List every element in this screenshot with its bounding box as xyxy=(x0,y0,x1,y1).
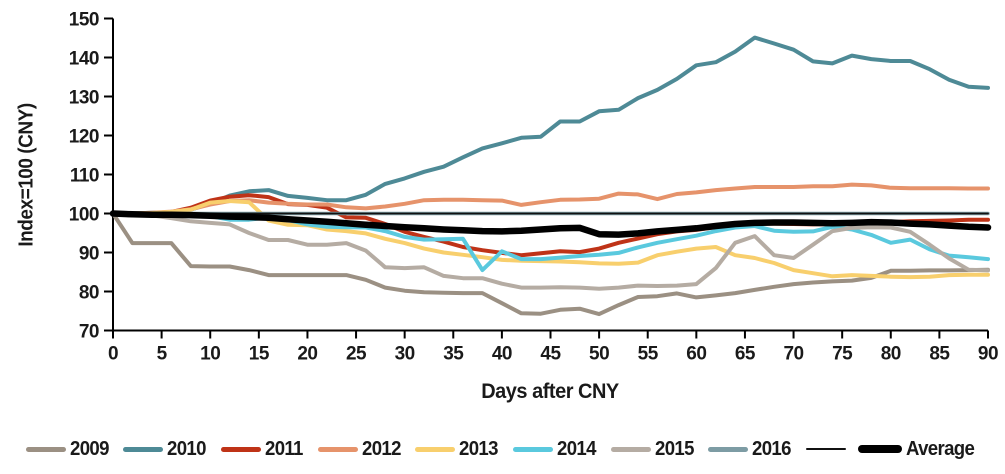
x-tick-label: 70 xyxy=(783,344,803,365)
legend-item-2010: 2010 xyxy=(123,438,209,461)
x-tick-label: 85 xyxy=(929,344,950,365)
x-tick-label: 45 xyxy=(540,344,561,365)
legend-item-2011: 2011 xyxy=(221,438,306,461)
x-tick-label: 50 xyxy=(589,344,609,365)
legend-item-2014: 2014 xyxy=(513,438,599,461)
legend-item-2013: 2013 xyxy=(415,438,501,461)
y-tick-label: 70 xyxy=(79,322,99,343)
legend-label-2015: 2015 xyxy=(654,437,694,460)
series-average-line xyxy=(109,210,992,238)
y-axis-title: Index=100 (CNY) xyxy=(15,103,38,247)
legend-swatch-2010 xyxy=(123,446,164,452)
line-chart-plot-area: 70 80 90 100 110 120 130 140 150 0 5 10 15 20 25 30 35 40… xyxy=(69,10,999,365)
legend-swatch-2012 xyxy=(317,446,358,452)
x-tick-label: 80 xyxy=(881,344,901,365)
y-tick-label: 120 xyxy=(69,127,99,148)
legend-label-2013: 2013 xyxy=(459,437,499,460)
legend-item-2009: 2009 xyxy=(25,437,112,461)
y-tick-label: 80 xyxy=(79,283,99,304)
x-tick-label: 5 xyxy=(157,344,168,365)
y-tick-label: 140 xyxy=(69,49,99,70)
legend: 2009 2010 2011 2012 2013 2014 2015 2016 Average xyxy=(0,434,1005,464)
legend-item-2015: 2015 xyxy=(610,437,697,461)
x-axis-title: Days after CNY xyxy=(481,380,619,403)
x-tick-label: 35 xyxy=(443,344,464,365)
legend-item-2012: 2012 xyxy=(317,437,404,461)
series-2015-line xyxy=(111,211,990,291)
legend-swatch-reference xyxy=(806,448,847,450)
x-tick-label: 40 xyxy=(492,344,512,365)
legend-swatch-2015 xyxy=(610,446,651,452)
series-2013-line xyxy=(111,199,990,280)
x-tick-label: 60 xyxy=(686,344,706,365)
x-tick-label: 90 xyxy=(978,344,998,365)
legend-label-Average: Average xyxy=(906,437,975,460)
x-tick-label: 30 xyxy=(395,344,415,365)
legend-swatch-2011 xyxy=(221,446,261,452)
legend-label-2011: 2011 xyxy=(265,437,303,460)
legend-label-2009: 2009 xyxy=(69,437,109,460)
legend-label-2012: 2012 xyxy=(361,437,401,460)
x-tick-label: 0 xyxy=(108,344,118,365)
x-tick-label: 10 xyxy=(200,344,220,365)
legend-swatch-2013 xyxy=(415,446,456,452)
y-tick-label: 90 xyxy=(79,244,99,265)
legend-swatch-2016 xyxy=(708,446,749,452)
legend-label-2016: 2016 xyxy=(752,437,792,460)
legend-swatch-2014 xyxy=(513,446,553,452)
legend-item-Average: Average xyxy=(858,438,979,461)
legend-swatch-Average xyxy=(858,445,903,453)
y-tick-label: 150 xyxy=(69,10,99,31)
x-tick-label: 55 xyxy=(638,344,659,365)
legend-label-2010: 2010 xyxy=(167,437,207,460)
legend-swatch-2009 xyxy=(25,446,66,452)
y-tick-label: 100 xyxy=(69,205,99,226)
x-tick-label: 75 xyxy=(832,344,853,365)
legend-item-reference xyxy=(806,448,847,450)
x-tick-label: 65 xyxy=(735,344,756,365)
x-tick-label: 20 xyxy=(297,344,317,365)
x-tick-label: 25 xyxy=(346,344,367,365)
series-2010-line xyxy=(111,35,990,216)
y-tick-label: 110 xyxy=(70,166,99,187)
legend-item-2016: 2016 xyxy=(708,438,794,461)
x-tick-label: 15 xyxy=(249,344,270,365)
legend-label-2014: 2014 xyxy=(557,437,596,460)
y-tick-label: 130 xyxy=(69,88,99,109)
series-2012-line xyxy=(111,182,990,216)
series-2009-line xyxy=(111,211,990,317)
